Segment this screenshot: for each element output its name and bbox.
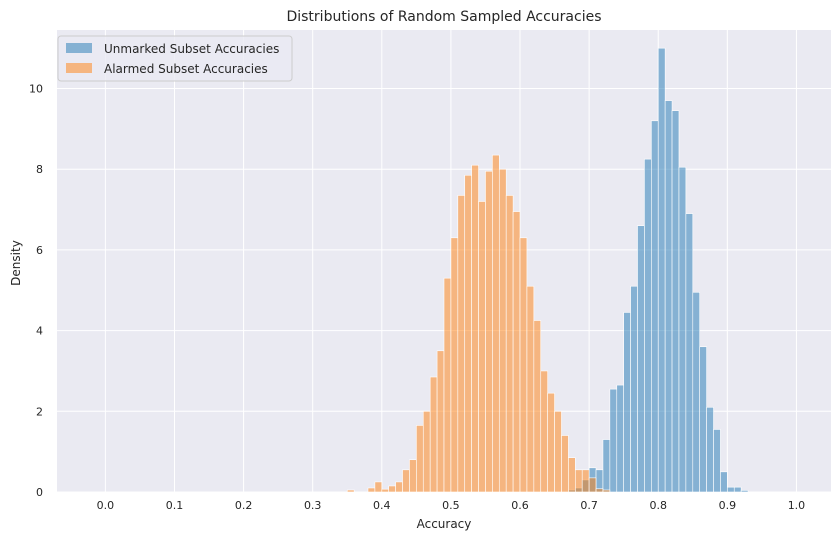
- histogram-bar-unmarked: [740, 490, 749, 493]
- histogram-bar-alarmed: [395, 481, 403, 493]
- y-tick-label: 2: [36, 405, 43, 418]
- legend-swatch-alarmed: [66, 63, 92, 73]
- x-tick-label: 0.6: [511, 499, 529, 512]
- histogram-bar-alarmed: [443, 277, 452, 493]
- y-axis-label: Density: [9, 240, 23, 286]
- histogram-bar-alarmed: [471, 164, 479, 493]
- x-tick-label: 0.9: [719, 499, 737, 512]
- legend: Unmarked Subset Accuracies Alarmed Subse…: [57, 35, 293, 82]
- histogram-bar-unmarked: [664, 100, 673, 493]
- histogram-bar-unmarked: [720, 471, 728, 493]
- histogram-bar-unmarked: [692, 291, 700, 493]
- histogram-bar-alarmed: [388, 485, 396, 493]
- y-tick-label: 6: [36, 244, 43, 257]
- x-tick-label: 0.0: [97, 499, 115, 512]
- x-tick-label: 0.3: [304, 499, 322, 512]
- histogram-bar-unmarked: [678, 166, 687, 493]
- histogram-bar-alarmed: [505, 195, 514, 493]
- histogram-bar-unmarked: [685, 213, 694, 493]
- bars-group: [346, 47, 749, 493]
- x-tick-label: 0.5: [442, 499, 460, 512]
- histogram-bar-unmarked: [609, 388, 618, 493]
- x-tick-label: 0.1: [166, 499, 184, 512]
- histogram-bar-alarmed: [409, 459, 417, 493]
- histogram-bar-unmarked: [657, 47, 666, 493]
- histogram-bar-alarmed: [561, 435, 569, 493]
- histogram-bar-alarmed: [436, 350, 445, 493]
- histogram-bar-alarmed: [602, 489, 611, 493]
- histogram-bar-alarmed: [498, 168, 507, 493]
- histogram-bar-alarmed: [588, 477, 597, 493]
- histogram-bar-unmarked: [651, 120, 659, 493]
- histogram-bar-alarmed: [422, 411, 431, 493]
- histogram-bar-alarmed: [402, 469, 410, 493]
- legend-label-unmarked: Unmarked Subset Accuracies: [104, 42, 279, 56]
- histogram-bar-unmarked: [727, 486, 735, 493]
- x-tick-label: 0.7: [580, 499, 598, 512]
- legend-swatch-unmarked: [66, 43, 92, 53]
- histogram-bar-unmarked: [616, 384, 624, 493]
- x-tick-label: 0.8: [649, 499, 667, 512]
- histogram-bar-alarmed: [526, 285, 535, 493]
- histogram-bar-alarmed: [492, 154, 500, 493]
- histogram-bar-unmarked: [733, 486, 742, 493]
- histogram-bar-alarmed: [554, 411, 562, 493]
- histogram-bar-alarmed: [478, 201, 486, 493]
- histogram-bar-alarmed: [367, 487, 376, 493]
- histogram-bar-alarmed: [533, 320, 542, 493]
- histogram-bar-alarmed: [374, 481, 383, 493]
- y-tick-label: 0: [36, 486, 43, 499]
- histogram-bar-unmarked: [644, 158, 652, 493]
- legend-box: [57, 35, 293, 82]
- histogram-bar-alarmed: [568, 457, 576, 493]
- histogram-bar-unmarked: [623, 312, 631, 493]
- y-tick-label: 4: [36, 325, 43, 338]
- x-tick-label: 0.2: [235, 499, 253, 512]
- y-tick-label: 8: [36, 163, 43, 176]
- histogram-bar-alarmed: [547, 392, 555, 493]
- x-tick-labels: 0.0 0.1 0.2 0.3 0.4 0.5 0.6 0.7 0.8 0.9 1.0: [97, 499, 806, 512]
- histogram-bar-alarmed: [464, 174, 472, 493]
- y-tick-label: 10: [29, 83, 43, 96]
- chart-title: Distributions of Random Sampled Accuraci…: [286, 9, 601, 25]
- histogram-bar-alarmed: [429, 376, 438, 493]
- histogram-bar-alarmed: [575, 469, 583, 493]
- histogram-bar-alarmed: [540, 370, 548, 493]
- histogram-bar-alarmed: [457, 195, 466, 493]
- x-tick-label: 1.0: [788, 499, 806, 512]
- histogram-bar-unmarked: [630, 285, 638, 493]
- histogram-bar-alarmed: [346, 489, 355, 493]
- x-axis-label: Accuracy: [417, 517, 472, 531]
- histogram-bar-unmarked: [602, 439, 611, 493]
- x-tick-label: 0.4: [373, 499, 391, 512]
- histogram-bar-unmarked: [706, 406, 714, 493]
- histogram-bar-alarmed: [581, 469, 590, 493]
- histogram-bar-unmarked: [713, 429, 721, 493]
- histogram-bar-unmarked: [671, 110, 680, 493]
- histogram-bar-alarmed: [595, 488, 604, 493]
- y-tick-labels: 0 2 4 6 8 10: [29, 83, 43, 499]
- histogram-bar-unmarked: [637, 225, 645, 493]
- legend-label-alarmed: Alarmed Subset Accuracies: [104, 62, 268, 76]
- histogram-bar-alarmed: [450, 237, 459, 493]
- histogram-bar-alarmed: [381, 488, 390, 493]
- histogram-bar-alarmed: [519, 237, 528, 493]
- histogram-bar-alarmed: [512, 211, 521, 493]
- histogram-bar-unmarked: [699, 346, 707, 493]
- histogram-bar-alarmed: [485, 170, 493, 493]
- histogram-bar-alarmed: [416, 425, 424, 493]
